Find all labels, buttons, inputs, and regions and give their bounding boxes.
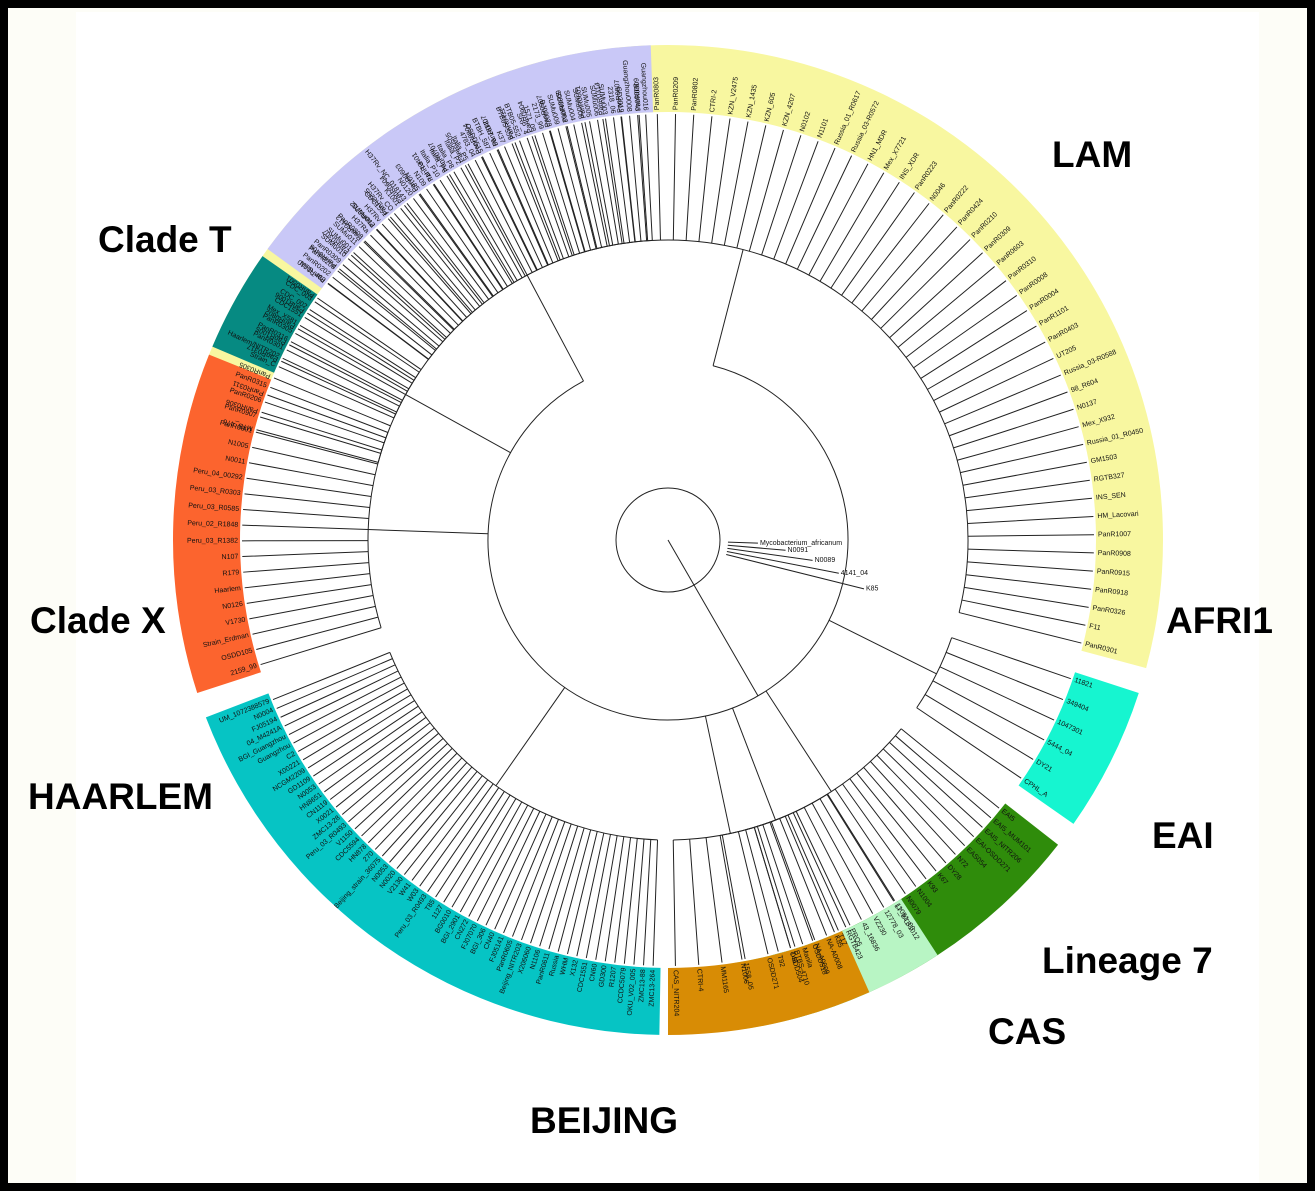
- outgroup-label: K85: [866, 586, 879, 593]
- outgroup-label: N0089: [815, 557, 836, 564]
- leaf-label: ZMC13-264: [649, 970, 657, 1007]
- leaf-label: N107: [221, 554, 238, 562]
- clade-label-lam: LAM: [1052, 134, 1132, 175]
- leaf-label: PanR0803: [653, 77, 661, 110]
- clade-label-clade-t: Clade T: [98, 219, 232, 260]
- clade-label-cas: CAS: [988, 1011, 1066, 1052]
- outgroup-label: Mycobacterium_africanum: [760, 540, 842, 547]
- leaf-label: Peru_03_R1382: [187, 538, 238, 545]
- leaf-label: CAS_NITR204: [672, 970, 680, 1017]
- clade-label-lineage7: Lineage 7: [1042, 940, 1213, 981]
- inner-panel: [76, 12, 1259, 1183]
- clade-label-clade-x: Clade X: [30, 600, 166, 641]
- clade-label-afri1: AFRI1: [1166, 600, 1273, 641]
- leaf-label: PanR0908: [1098, 550, 1131, 558]
- leaf-label: R179: [222, 569, 239, 577]
- clade-label-eai: EAI: [1152, 815, 1214, 856]
- leaf-label: PanR1007: [1098, 531, 1131, 538]
- clade-label-haarlem: HAARLEM: [28, 776, 213, 817]
- leaf-label: PanR0209: [672, 77, 680, 110]
- outgroup-label: 4141_04: [841, 570, 868, 577]
- outgroup-label: N0091: [788, 547, 809, 554]
- clade-label-beijing: BEIJING: [530, 1100, 678, 1141]
